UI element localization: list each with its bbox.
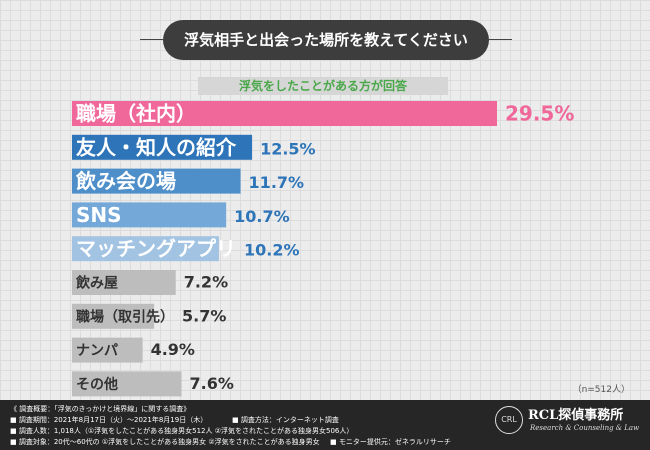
chart-subtitle: 浮気をしたことがある方が回答	[198, 77, 448, 95]
footer-line: ■ 調査対象：20代〜60代の ①浮気をしたことがある独身男女 ②浮気をされたこ…	[10, 438, 320, 446]
value-label: 5.7%	[182, 306, 226, 325]
bar	[72, 337, 143, 363]
bar-label: 飲み屋	[75, 275, 118, 292]
bar-label: 友人・知人の紹介	[76, 135, 237, 159]
value-label: 4.9%	[151, 340, 195, 359]
bar	[72, 202, 227, 228]
logo-badge: CRL	[495, 406, 523, 434]
value-label: 10.2%	[244, 241, 300, 260]
footer-method: ■ 調査方法：インターネット調査	[232, 416, 339, 424]
value-label: 7.6%	[189, 374, 233, 393]
value-label: 12.5%	[260, 139, 316, 158]
title-line-left	[140, 39, 163, 40]
footer-line: ■ 調査人数：1,018人（①浮気をしたことがある独身男女512人 ②浮気をされ…	[10, 427, 354, 435]
bar-label: 飲み会の場	[75, 169, 176, 193]
footer-provider: ■ モニター提供元：ゼネラルリサーチ	[330, 438, 451, 446]
bar-label: その他	[76, 376, 118, 393]
logo-tagline: Research & Counseling & Law	[530, 424, 640, 432]
title-bar: 浮気相手と出会った場所を教えてください	[0, 20, 650, 60]
bar	[72, 371, 182, 397]
footer-line: ■ 調査期間：2021年8月17日（火）〜2021年8月19日（木）	[10, 416, 208, 424]
bar	[72, 270, 176, 295]
value-label: 7.2%	[184, 273, 228, 292]
bar-label: ナンパ	[76, 343, 118, 359]
footer: 《 調査概要：「浮気のきっかけと境界線」に関する調査》 ■ 調査期間：2021年…	[0, 400, 650, 450]
bar-label: マッチングアプリ	[76, 237, 236, 261]
bar-label: SNS	[76, 203, 122, 227]
logo-name: RCL探偵事務所	[528, 408, 624, 423]
value-label: 29.5%	[505, 102, 574, 126]
value-label: 11.7%	[249, 173, 305, 192]
bar	[72, 134, 253, 160]
footer-line: 《 調査概要：「浮気のきっかけと境界線」に関する調査》	[10, 405, 191, 413]
sample-size-note: （n=512人）	[572, 385, 630, 395]
bar-label: 職場（社内）	[76, 102, 196, 126]
value-label: 10.7%	[234, 207, 290, 226]
bar-chart: 職場（社内） 29.5% 友人・知人の紹介 12.5% 飲み会の場 11.7% SNS 10.…	[72, 101, 574, 397]
bar	[72, 236, 219, 262]
bar-label: 職場（取引先）	[76, 308, 174, 325]
chart-title: 浮気相手と出会った場所を教えてください	[163, 20, 489, 60]
bar	[72, 168, 241, 194]
bar	[72, 101, 497, 126]
title-line-right	[489, 39, 512, 40]
bar	[72, 303, 155, 329]
